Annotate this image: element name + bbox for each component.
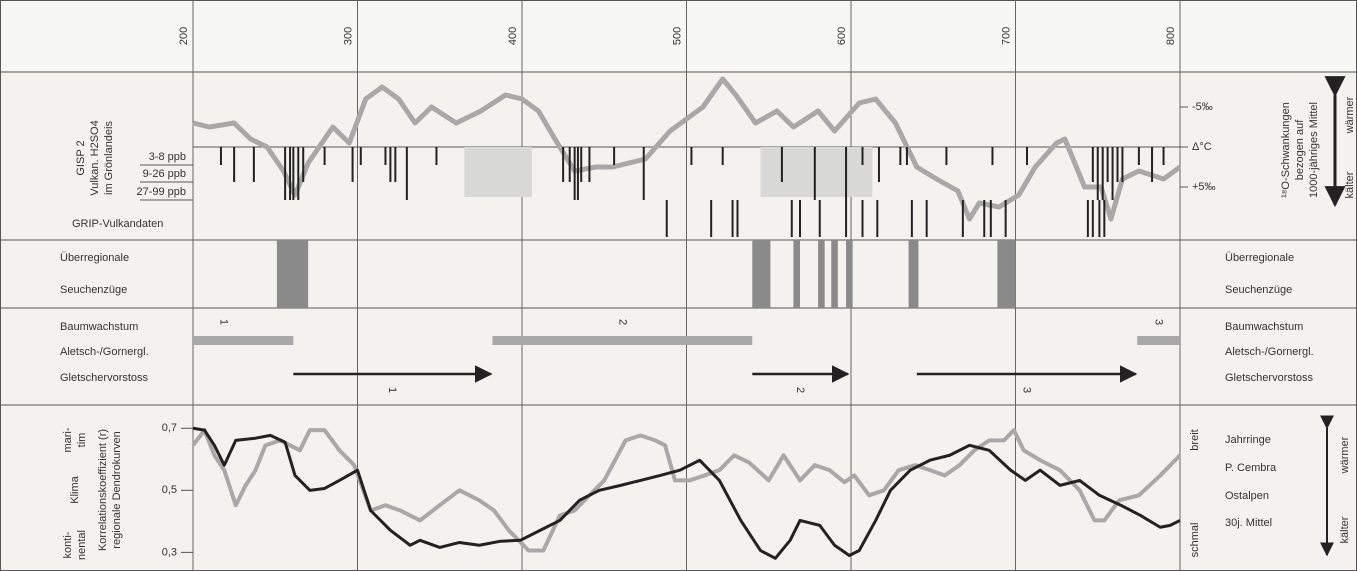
growth-label: 2 bbox=[616, 319, 628, 325]
left-label: tim bbox=[76, 433, 88, 448]
side-label: schmal bbox=[1189, 523, 1201, 558]
y-tick-label: Δ°C bbox=[1192, 141, 1212, 153]
arrow-label: kälter bbox=[1344, 171, 1356, 198]
plague-band bbox=[752, 240, 771, 308]
x-tick-label: 200 bbox=[178, 27, 190, 45]
left-label: Aletsch-/Gornergl. bbox=[60, 346, 149, 358]
right-label: Ostalpen bbox=[1225, 490, 1269, 502]
plague-band bbox=[846, 240, 853, 308]
left-label: GISP 2 bbox=[75, 140, 87, 175]
advance-label: 2 bbox=[794, 387, 806, 393]
left-label: Seuchenzüge bbox=[60, 284, 127, 296]
labels: GISP 2 Vulkan. H2SO4 im Grönlandeis GRIP… bbox=[60, 76, 1356, 560]
left-label: Überregionale bbox=[60, 252, 129, 264]
y-tick-label: 0,5 bbox=[162, 484, 177, 496]
y-tick-label: 0,3 bbox=[162, 546, 177, 558]
y-tick-label: 3-8 ppb bbox=[149, 151, 186, 163]
left-label: Gletschervorstoss bbox=[60, 372, 149, 384]
y-tick-label: 9-26 ppb bbox=[143, 168, 186, 180]
left-label: Klima bbox=[69, 475, 81, 503]
left-label: Vulkan. H2SO4 bbox=[89, 120, 101, 195]
right-label: Überregionale bbox=[1225, 252, 1294, 264]
plague-band bbox=[276, 240, 309, 308]
right-label: 1000-jähriges Mittel bbox=[1308, 102, 1320, 198]
x-tick-label: 700 bbox=[1000, 27, 1012, 45]
right-label: Jahrringe bbox=[1225, 434, 1271, 446]
growth-bar bbox=[1137, 336, 1180, 345]
arrow-label: wärmer bbox=[1339, 436, 1351, 474]
left-label: konti- bbox=[62, 531, 74, 558]
right-label: ¹⁸O-Schwankungen bbox=[1280, 102, 1292, 198]
left-label: mari- bbox=[62, 427, 74, 452]
x-tick-label: 500 bbox=[671, 27, 683, 45]
growth-bar bbox=[492, 336, 753, 345]
left-label: nental bbox=[76, 530, 88, 560]
right-label: Aletsch-/Gornergl. bbox=[1225, 346, 1314, 358]
plague-band bbox=[818, 240, 825, 308]
advance-label: 1 bbox=[386, 387, 398, 393]
line bbox=[192, 76, 1182, 222]
x-tick-label: 600 bbox=[836, 27, 848, 45]
grip-label: GRIP-Vulkandaten bbox=[72, 218, 163, 230]
arrow-label: kälter bbox=[1339, 516, 1351, 543]
plague-band bbox=[908, 240, 919, 308]
advance-label: 3 bbox=[1020, 387, 1032, 393]
shaded-period bbox=[760, 147, 873, 197]
y-tick-label: -5‰ bbox=[1192, 101, 1213, 113]
x-tick-label: 300 bbox=[342, 27, 354, 45]
plague-band bbox=[997, 240, 1016, 308]
axis-title: Korrelationskoeffizient (r) bbox=[97, 429, 109, 551]
left-label: im Grönlandeis bbox=[103, 121, 115, 195]
right-label: 30j. Mittel bbox=[1225, 517, 1272, 529]
y-tick-label: 0,7 bbox=[162, 422, 177, 434]
line bbox=[191, 428, 1182, 553]
right-label: bezogen auf bbox=[1294, 119, 1306, 180]
axis-title: regionale Dendrokurven bbox=[111, 431, 123, 548]
right-label: Gletschervorstoss bbox=[1225, 372, 1314, 384]
growth-label: 3 bbox=[1153, 319, 1165, 325]
growth-label: 1 bbox=[217, 319, 229, 325]
header bbox=[0, 0, 1357, 72]
left-label: Baumwachstum bbox=[60, 321, 138, 333]
arrow-label: wärmer bbox=[1344, 96, 1356, 134]
right-label: P. Cembra bbox=[1225, 462, 1277, 474]
right-label: Baumwachstum bbox=[1225, 321, 1303, 333]
shaded-period bbox=[464, 147, 532, 197]
right-label: Seuchenzüge bbox=[1225, 284, 1292, 296]
line bbox=[192, 426, 1181, 560]
plague-band bbox=[831, 240, 838, 308]
x-tick-label: 400 bbox=[507, 27, 519, 45]
x-tick-label: 800 bbox=[1165, 27, 1177, 45]
plague-band bbox=[793, 240, 801, 308]
y-tick-label: 27-99 ppb bbox=[136, 186, 186, 198]
growth-bar bbox=[193, 336, 294, 345]
y-tick-label: +5‰ bbox=[1192, 181, 1216, 193]
side-label: breit bbox=[1189, 429, 1201, 450]
